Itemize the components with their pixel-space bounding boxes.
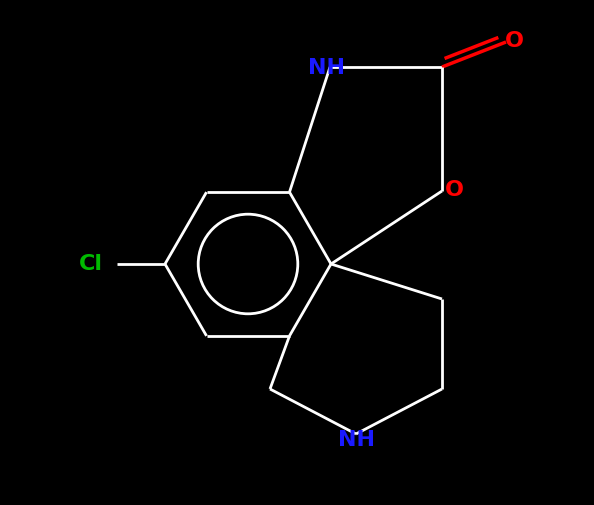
Text: O: O bbox=[504, 31, 523, 51]
Text: O: O bbox=[444, 180, 463, 199]
Text: NH: NH bbox=[308, 58, 345, 78]
Text: NH: NH bbox=[337, 429, 374, 449]
Text: Cl: Cl bbox=[79, 254, 103, 274]
